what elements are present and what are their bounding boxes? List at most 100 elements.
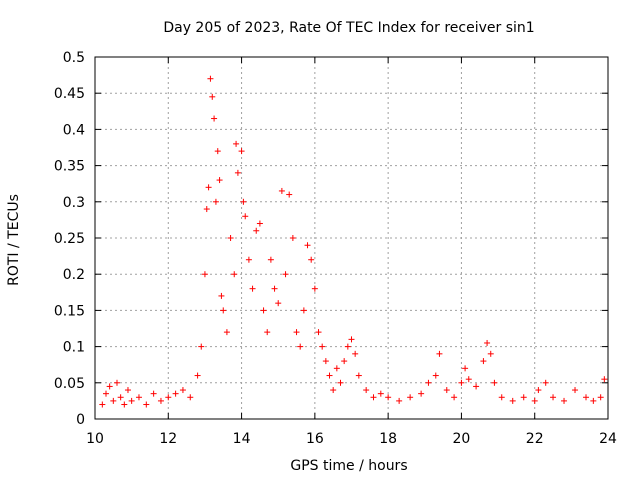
data-point [106,383,113,390]
data-point [240,198,247,205]
y-tick-label: 0.5 [63,50,85,66]
data-point [238,148,245,155]
data-point [590,397,597,404]
data-point [319,343,326,350]
x-tick-label: 22 [526,431,544,447]
data-point [264,329,271,336]
data-point [124,387,131,394]
data-point [253,227,260,234]
data-point [203,206,210,213]
data-point [311,285,318,292]
data-point [201,271,208,278]
data-point [121,401,128,408]
x-tick-label: 20 [453,431,471,447]
data-point [561,397,568,404]
data-point [278,187,285,194]
data-point [443,387,450,394]
data-point [245,256,252,263]
data-point [550,394,557,401]
data-point [233,140,240,147]
data-point [385,394,392,401]
data-point [315,329,322,336]
data-point [572,387,579,394]
data-point [341,358,348,365]
data-point [207,75,214,82]
data-point [531,397,538,404]
data-point [348,336,355,343]
data-point [509,397,516,404]
data-point [194,372,201,379]
data-point [223,329,230,336]
data-point [205,184,212,191]
data-point [542,379,549,386]
data-point [480,358,487,365]
data-point [260,307,267,314]
y-tick-label: 0.45 [54,86,85,102]
data-point [275,300,282,307]
data-point [436,350,443,357]
data-point [491,379,498,386]
data-point [110,397,117,404]
data-point [308,256,315,263]
data-point [267,256,274,263]
data-point [462,365,469,372]
data-point [271,285,278,292]
data-point [396,397,403,404]
data-point [425,379,432,386]
data-point [179,387,186,394]
chart-title: Day 205 of 2023, Rate Of TEC Index for r… [163,20,534,36]
data-point [102,390,109,397]
data-point [370,394,377,401]
data-point [172,390,179,397]
data-point [289,235,296,241]
data-point [99,401,106,408]
y-tick-label: 0 [76,412,85,428]
data-point [150,390,157,397]
gridlines [95,57,608,419]
data-point [128,397,135,404]
data-point [113,379,120,386]
data-point [418,390,425,397]
data-point [211,115,218,122]
y-tick-label: 0.35 [54,159,85,175]
data-point [352,350,359,357]
data-point [135,394,142,401]
y-tick-label: 0.25 [54,231,85,247]
data-point [256,220,263,227]
data-point [458,379,465,386]
data-point [333,365,340,372]
data-point [473,383,480,390]
data-point [597,394,604,401]
data-point [216,177,223,184]
data-point [465,376,472,383]
data-point [407,394,414,401]
x-tick-label: 16 [306,431,324,447]
x-tick-label: 24 [599,431,617,447]
data-point [198,343,205,350]
plot-frame [94,56,609,420]
x-tick-label: 10 [86,431,104,447]
y-tick-label: 0.4 [63,122,85,138]
data-point [322,358,329,365]
data-point [304,242,311,249]
data-point [498,394,505,401]
data-point [330,387,337,394]
data-point [187,394,194,401]
data-point [117,394,124,401]
data-point [220,307,227,314]
data-point [344,343,351,350]
data-point [227,235,234,241]
data-point [326,372,333,379]
x-tick-label: 12 [159,431,177,447]
data-point [209,93,216,100]
data-point [218,292,225,299]
data-points [99,75,608,408]
data-point [143,401,150,408]
data-point [234,169,241,176]
data-point [377,390,384,397]
x-tick-label: 18 [379,431,397,447]
data-point [355,372,362,379]
y-tick-label: 0.3 [63,195,85,211]
data-point [520,394,527,401]
